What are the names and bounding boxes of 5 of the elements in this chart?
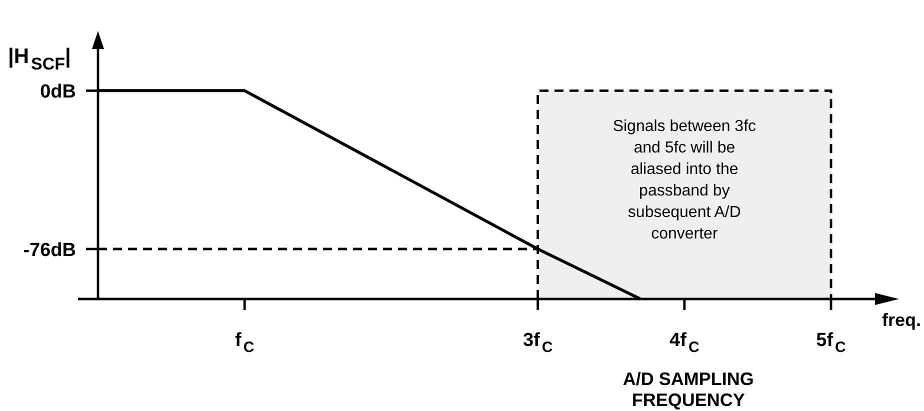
- y-tick-label: -76dB: [23, 240, 76, 261]
- x-axis-title: freq.: [882, 310, 922, 330]
- y-tick-label: 0dB: [40, 82, 76, 103]
- text: A/D SAMPLING FREQUENCY: [622, 369, 754, 410]
- band-label: Signals between 3fc and 5fc will be aliased into the passband by subsequent A/D converter: [612, 118, 756, 242]
